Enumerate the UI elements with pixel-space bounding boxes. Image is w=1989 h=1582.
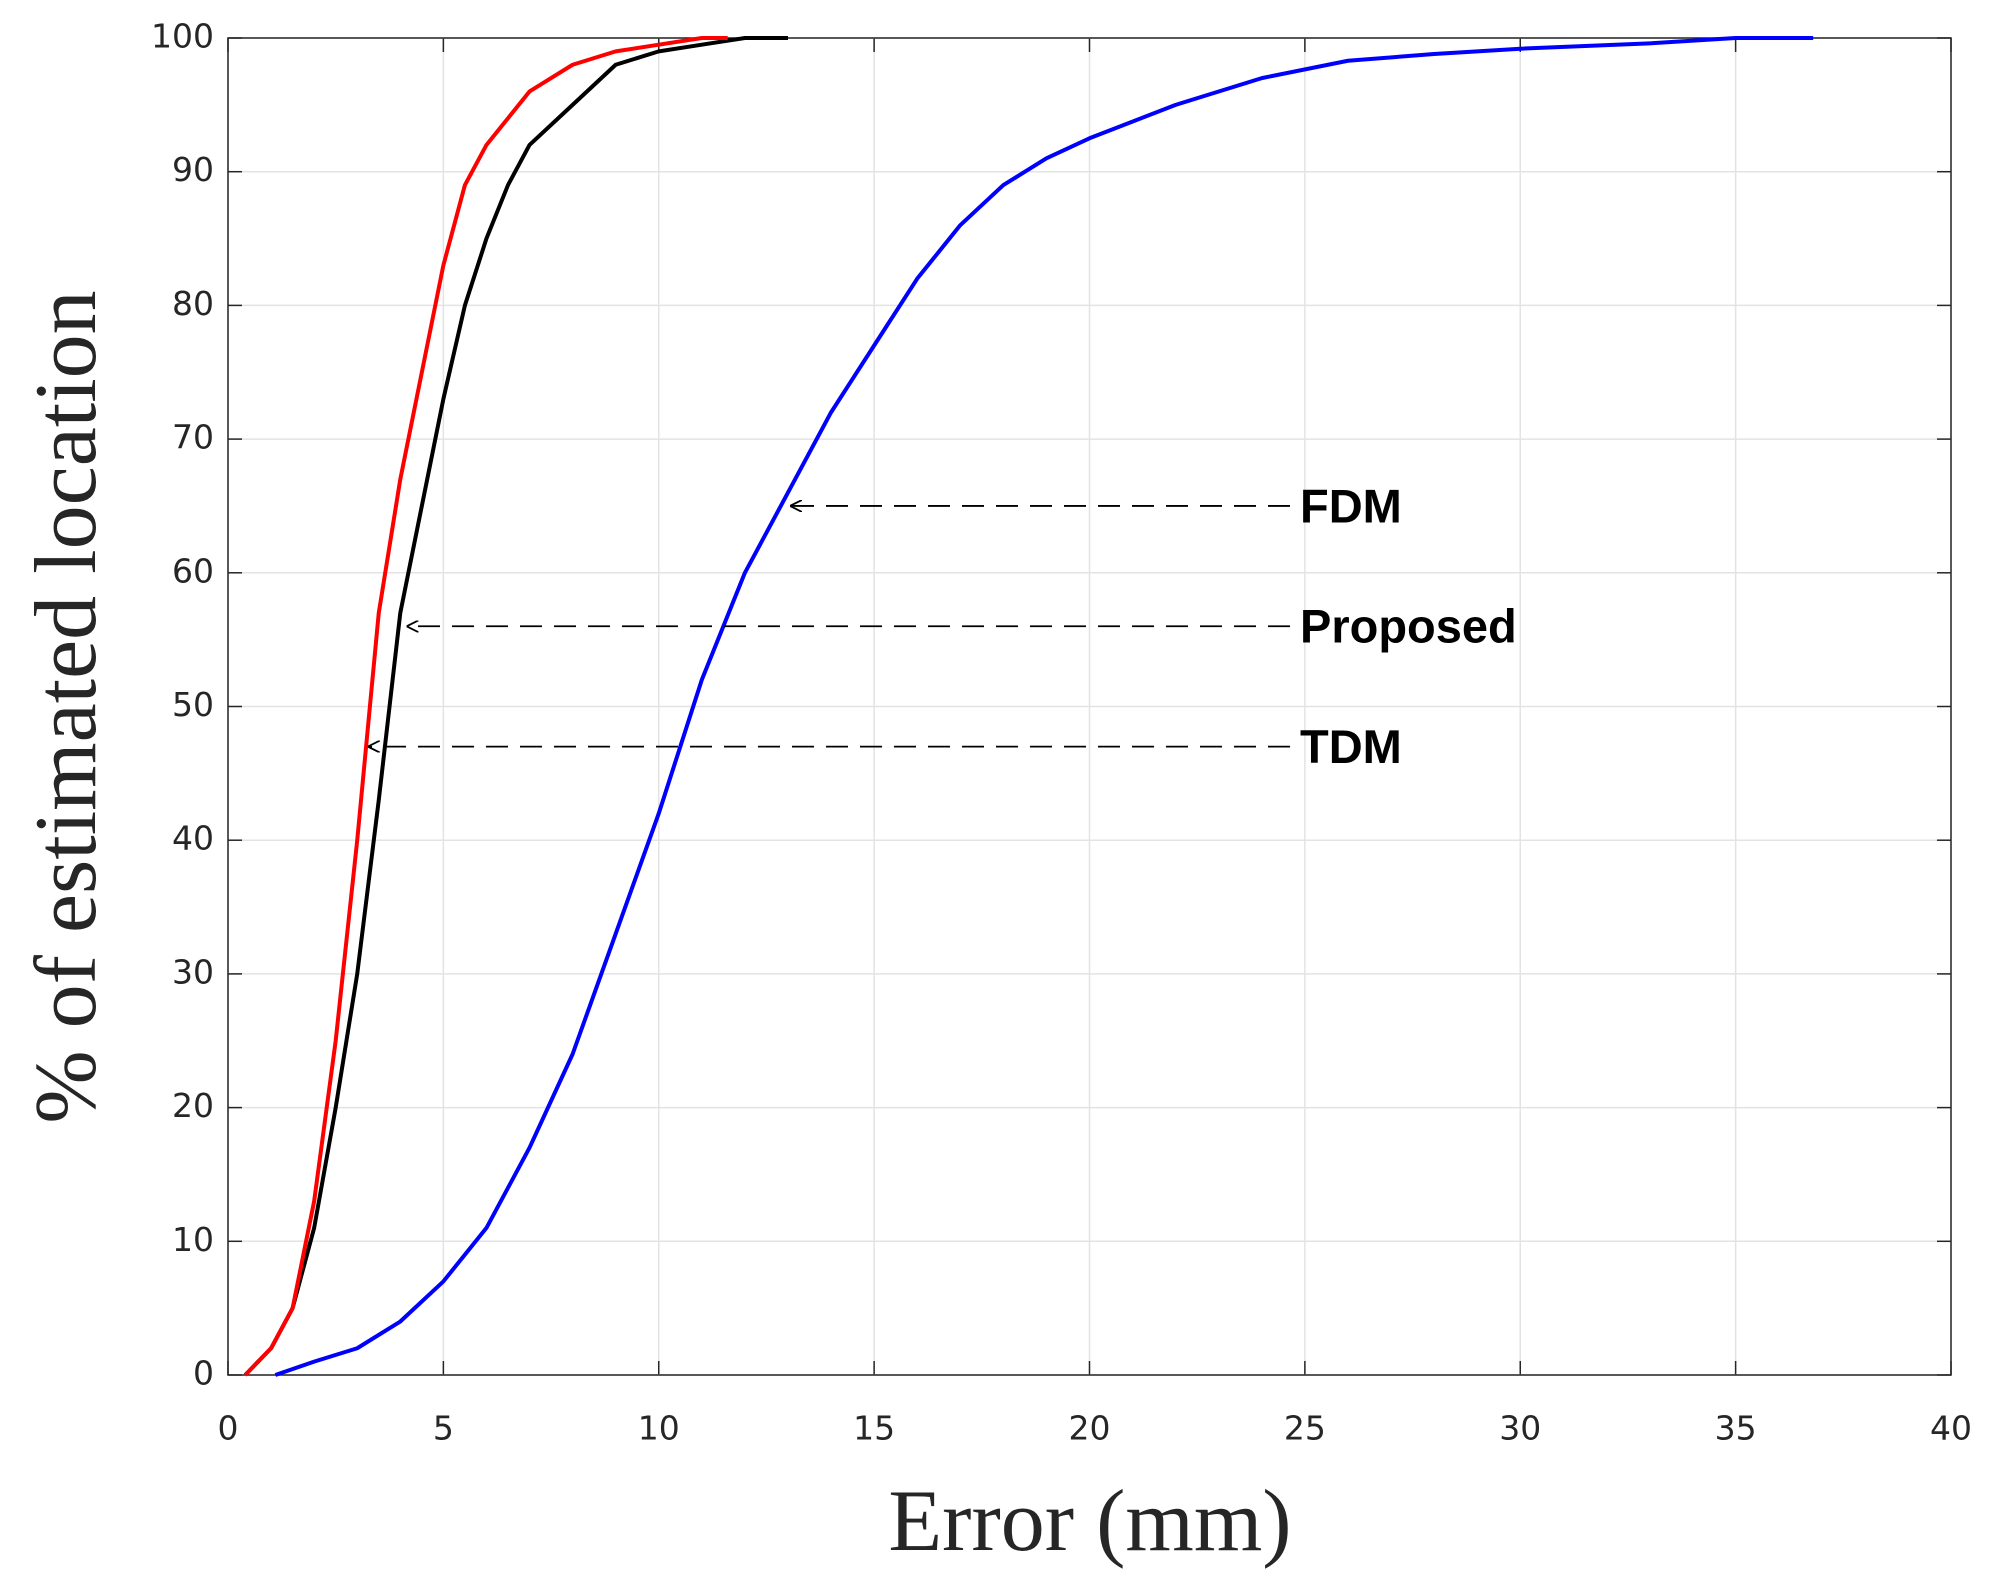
x-tick-label: 15 [853, 1409, 895, 1448]
y-tick-label: 60 [172, 551, 214, 590]
y-tick-label: 50 [172, 685, 214, 724]
plot-frame [227, 37, 1952, 1376]
x-tick-label: 35 [1715, 1409, 1757, 1448]
line-series [274, 36, 1814, 1377]
y-tick-label: 80 [172, 284, 214, 323]
x-tick-label: 25 [1284, 1409, 1326, 1448]
annotation-label: FDM [1300, 479, 1402, 532]
x-tick-label: 20 [1069, 1409, 1111, 1448]
y-tick-label: 90 [172, 150, 214, 189]
x-tick-label: 0 [218, 1409, 239, 1448]
y-tick-label: 40 [172, 819, 214, 858]
x-axis-label: Error (mm) [888, 1473, 1291, 1570]
y-tick-label: 100 [151, 17, 214, 56]
line-series [243, 36, 728, 1377]
x-tick-label: 30 [1499, 1409, 1541, 1448]
y-tick-label: 20 [172, 1086, 214, 1125]
annotation-label: TDM [1300, 720, 1402, 773]
x-tick-label: 10 [638, 1409, 680, 1448]
y-axis-label: % of estimated location [18, 290, 115, 1123]
annotation-label: Proposed [1300, 600, 1517, 653]
line-series [243, 36, 788, 1377]
y-tick-label: 30 [172, 952, 214, 991]
y-tick-label: 70 [172, 418, 214, 457]
x-tick-label: 40 [1930, 1409, 1972, 1448]
y-tick-label: 0 [193, 1354, 214, 1393]
y-tick-label: 10 [172, 1220, 214, 1259]
x-tick-label: 5 [433, 1409, 454, 1448]
